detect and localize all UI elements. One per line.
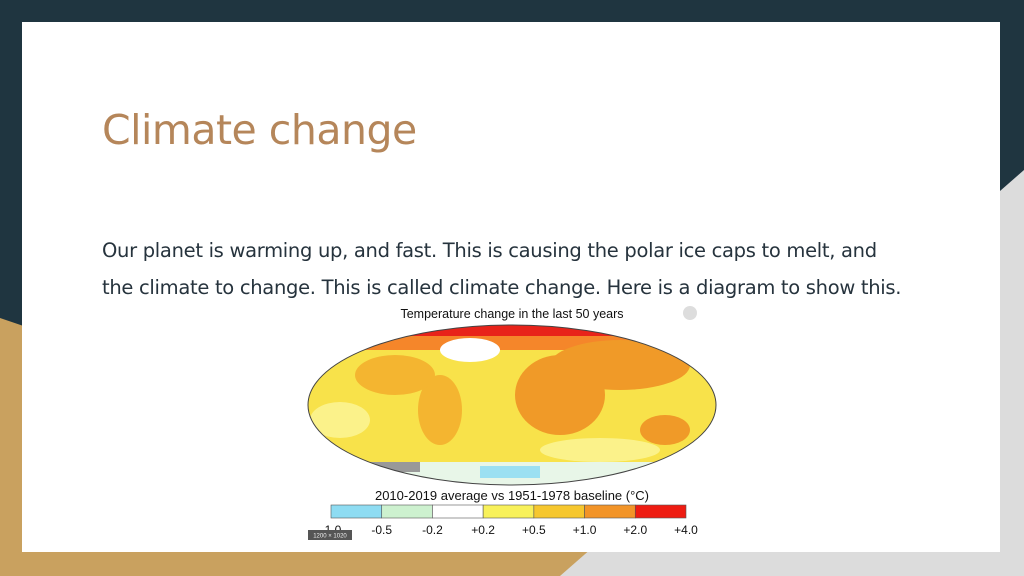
legend-label: +0.5 <box>522 523 546 537</box>
legend-label: -0.2 <box>422 523 443 537</box>
legend: -1.0-0.5-0.2+0.2+0.5+1.0+2.0+4.0 <box>321 504 698 537</box>
legend-swatch <box>584 504 636 519</box>
legend-swatch <box>482 504 535 519</box>
legend-label: +4.0 <box>674 523 698 537</box>
figure-title: Temperature change in the last 50 years <box>400 307 623 321</box>
slide-body: Our planet is warming up, and fast. This… <box>102 239 902 299</box>
legend-swatch <box>381 504 433 519</box>
map-outline <box>307 324 717 486</box>
size-badge-bg <box>308 530 352 540</box>
legend-label: -0.5 <box>371 523 392 537</box>
legend-swatch <box>432 504 484 519</box>
legend-swatch <box>533 504 585 519</box>
size-badge: 1200 × 1020 <box>313 534 347 540</box>
legend-label: +2.0 <box>623 523 647 537</box>
map <box>308 325 716 485</box>
legend-swatch <box>330 504 383 519</box>
legend-title: 2010-2019 average vs 1951-1978 baseline … <box>375 488 649 503</box>
legend-swatch <box>634 504 687 519</box>
legend-label: +1.0 <box>573 523 597 537</box>
nav-dot <box>683 306 697 320</box>
slide-title: Climate change <box>102 106 417 154</box>
legend-label: +0.2 <box>471 523 495 537</box>
